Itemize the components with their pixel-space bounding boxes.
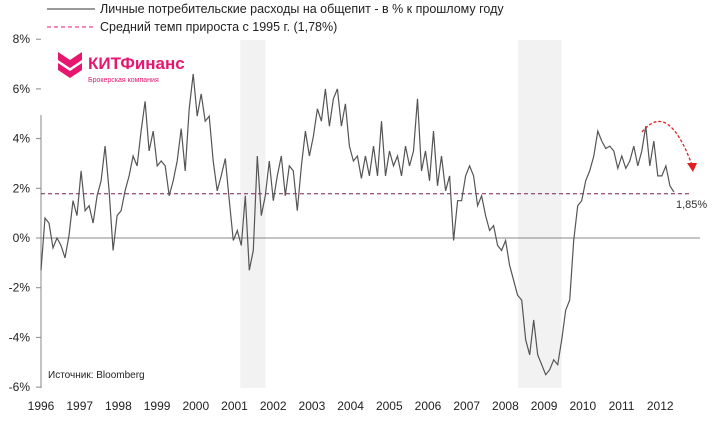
x-tick-label: 2012 (647, 399, 674, 413)
x-tick-label: 2005 (376, 399, 403, 413)
x-tick-label: 2010 (569, 399, 596, 413)
x-tick-label: 2009 (531, 399, 558, 413)
logo: КИТФинанс Брокерская компания (58, 52, 185, 84)
recession-band (518, 40, 562, 388)
y-tick-label: 6% (13, 82, 31, 96)
y-tick-label: -6% (9, 380, 31, 394)
series-line (40, 73, 675, 376)
y-tick-label: -2% (9, 281, 31, 295)
logo-subtitle: Брокерская компания (88, 77, 159, 84)
x-tick-label: 2007 (453, 399, 480, 413)
arrow-head-icon (687, 163, 697, 172)
y-tick-label: 2% (13, 181, 31, 195)
x-tick-label: 1998 (105, 399, 132, 413)
x-tick-label: 2002 (260, 399, 287, 413)
x-tick-label: 2011 (609, 399, 635, 413)
x-tick-label: 2004 (337, 399, 364, 413)
y-tick-label: 4% (13, 132, 31, 146)
logo-text: КИТФинанс (88, 54, 185, 73)
x-tick-label: 2003 (299, 399, 326, 413)
legend-label-1: Средний темп прироста с 1995 г. (1,78%) (100, 20, 337, 34)
y-tick-label: -4% (9, 330, 31, 344)
x-tick-label: 1999 (144, 399, 171, 413)
trend-arrow (641, 120, 693, 166)
y-tick-label: 8% (13, 32, 31, 46)
legend-label-0: Личные потребительские расходы на общепи… (100, 2, 504, 16)
x-tick-label: 1997 (66, 399, 93, 413)
source-note: Источник: Bloomberg (48, 370, 145, 381)
x-tick-label: 2008 (492, 399, 519, 413)
x-tick-label: 2001 (221, 399, 248, 413)
last-value-label: 1,85% (676, 199, 707, 211)
y-tick-label: 0% (13, 231, 31, 245)
logo-icon (58, 52, 82, 68)
x-tick-label: 2000 (182, 399, 209, 413)
x-tick-label: 1996 (28, 399, 55, 413)
x-tick-label: 2006 (415, 399, 442, 413)
